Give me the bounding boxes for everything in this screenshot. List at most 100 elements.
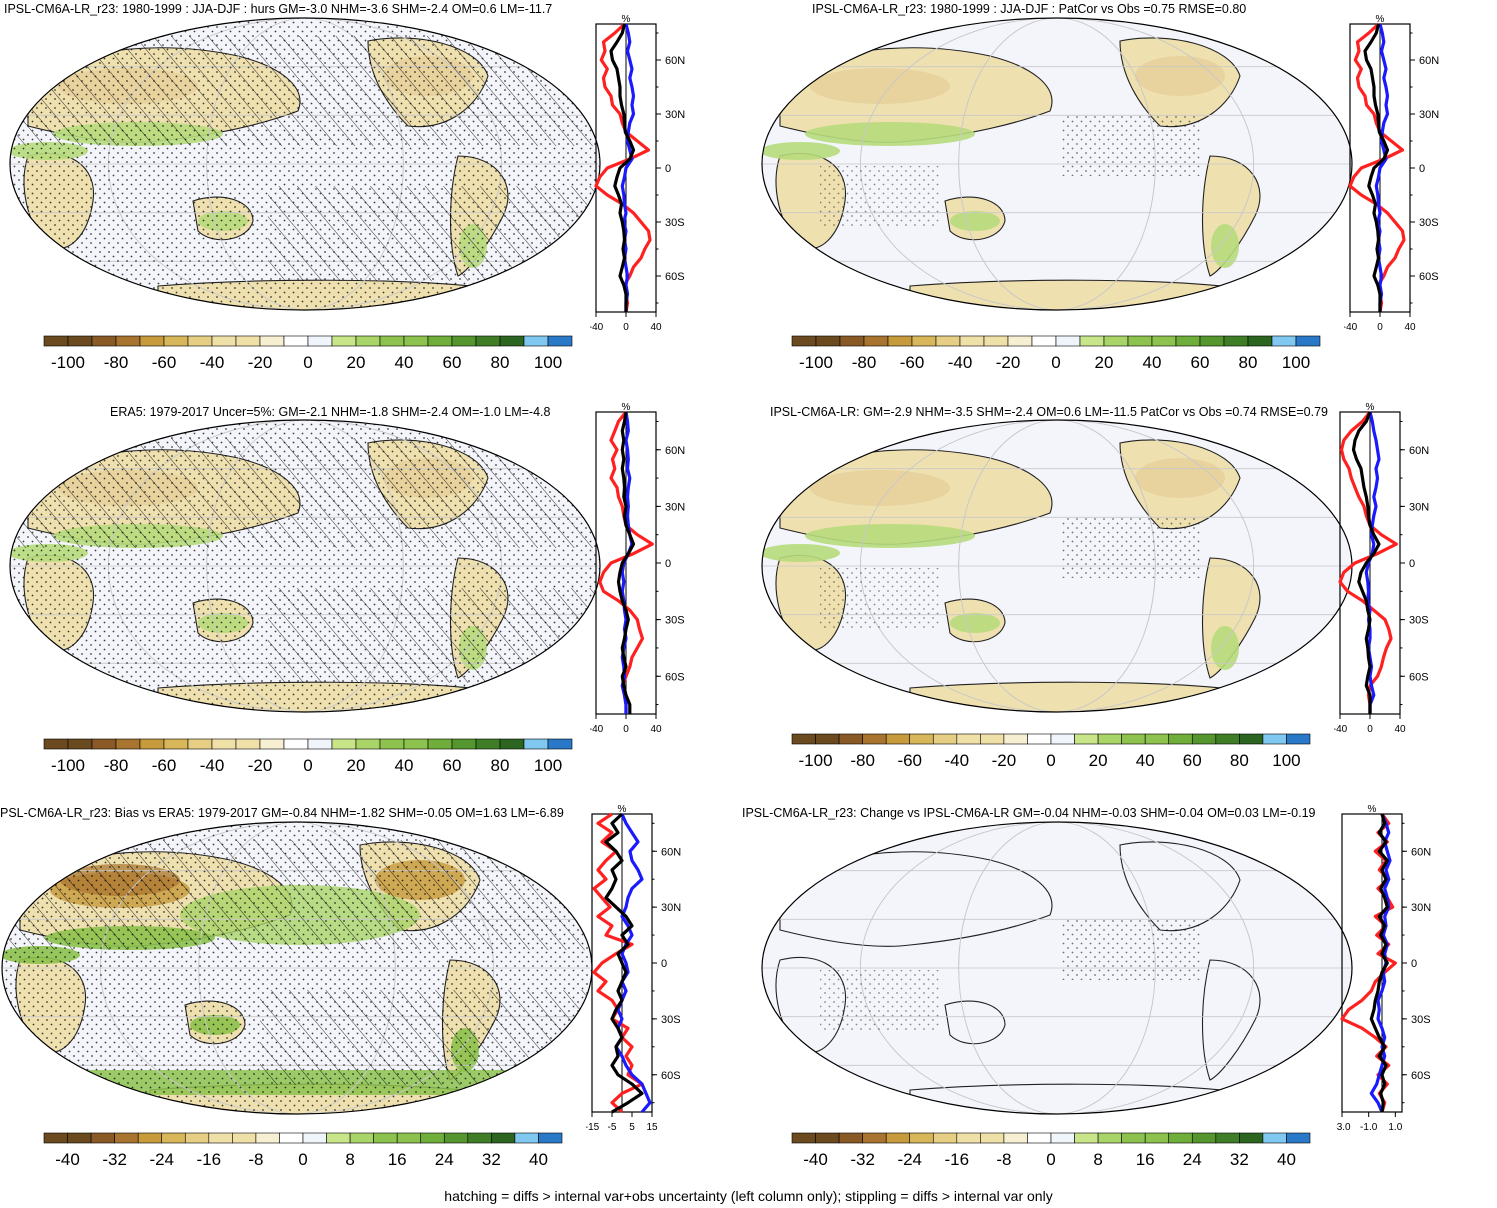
colorbar-swatch bbox=[1097, 1132, 1122, 1144]
colorbar-2: -100 -80 -60 -40 -20 0 20 40 60 80 100 bbox=[791, 335, 1321, 372]
colorbar-swatch bbox=[373, 1132, 398, 1144]
colorbar-swatch bbox=[523, 738, 549, 750]
colorbar-swatch bbox=[90, 1132, 115, 1144]
colorbar-swatch bbox=[1079, 335, 1105, 347]
lat-tick-label: 60N bbox=[1419, 55, 1439, 67]
profile-unit-label: % bbox=[622, 402, 631, 413]
colorbar-swatch bbox=[420, 1132, 445, 1144]
colorbar-swatch bbox=[959, 335, 985, 347]
colorbar-swatch bbox=[1097, 733, 1122, 745]
colorbar-swatch bbox=[547, 335, 573, 347]
x-tick-label: -40 bbox=[590, 724, 604, 735]
colorbar-swatch bbox=[885, 733, 911, 745]
colorbar-swatch bbox=[235, 738, 261, 750]
colorbar-swatch bbox=[208, 1132, 233, 1144]
colorbar-swatch bbox=[331, 738, 357, 750]
colorbar-swatch bbox=[211, 738, 237, 750]
profile-unit-label: % bbox=[622, 14, 631, 25]
colorbar-swatch bbox=[956, 1132, 981, 1144]
x-tick-label: 40 bbox=[650, 724, 662, 735]
colorbar-swatch bbox=[279, 1132, 304, 1144]
colorbar-label: 40 bbox=[395, 756, 414, 775]
panel-title-6: IPSL-CM6A-LR_r23: Change vs IPSL-CM6A-LR… bbox=[742, 806, 1316, 820]
colorbar-swatch bbox=[1050, 733, 1075, 745]
colorbar-label: -60 bbox=[900, 353, 925, 372]
colorbar-label: 80 bbox=[491, 353, 510, 372]
panel-title-4: IPSL-CM6A-LR: GM=-2.9 NHM=-3.5 SHM=-2.4 … bbox=[770, 405, 1328, 419]
lat-tick-label: 30N bbox=[661, 902, 681, 914]
x-tick-label: 40 bbox=[1394, 724, 1406, 735]
colorbar-swatch bbox=[467, 1132, 492, 1144]
colorbar-swatch bbox=[1168, 1132, 1193, 1144]
lat-tick-label: 0 bbox=[665, 558, 671, 570]
colorbar-swatch bbox=[302, 1132, 327, 1144]
colorbar-label: -40 bbox=[948, 353, 973, 372]
colorbar-label: -40 bbox=[803, 1150, 828, 1169]
profile-series-line-2 bbox=[616, 411, 636, 714]
lat-tick-label: 30N bbox=[1411, 902, 1431, 914]
lat-tick-label: 60N bbox=[665, 55, 685, 67]
colorbar-label: 40 bbox=[1143, 353, 1162, 372]
colorbar-swatch bbox=[983, 335, 1009, 347]
colorbar-swatch bbox=[1027, 733, 1052, 745]
x-tick-label: -1.0 bbox=[1360, 1122, 1378, 1133]
colorbar-label: 60 bbox=[443, 353, 462, 372]
colorbar-swatch bbox=[427, 335, 453, 347]
x-tick-label: -3.0 bbox=[1336, 1122, 1351, 1133]
colorbar-swatch bbox=[1168, 733, 1193, 745]
lat-tick-label: 30S bbox=[1419, 217, 1439, 229]
profile-unit-label: % bbox=[1376, 14, 1385, 25]
lat-tick-label: 60N bbox=[1411, 846, 1431, 858]
colorbar-swatch bbox=[547, 738, 573, 750]
profile-series-line-2 bbox=[1369, 813, 1389, 1113]
zonal-profile-2: % 60N 30N 0 30S 60S -40 0 40 bbox=[1344, 14, 1439, 333]
lat-tick-label: 60S bbox=[665, 271, 685, 283]
lat-tick-label: 60S bbox=[1419, 271, 1439, 283]
colorbar-swatch bbox=[355, 738, 381, 750]
colorbar-label: 8 bbox=[345, 1150, 354, 1169]
profile-series-line-0 bbox=[592, 812, 644, 1114]
colorbar-swatch bbox=[1027, 1132, 1052, 1144]
colorbar-label: 40 bbox=[1277, 1150, 1296, 1169]
zonal-profile-6: % 60N 30N 0 30S 60S -3.0 -1.0 1.0 bbox=[1336, 804, 1431, 1133]
colorbar-swatch bbox=[499, 335, 525, 347]
colorbar-swatch bbox=[1003, 1132, 1028, 1144]
profile-series-line-1 bbox=[620, 23, 636, 312]
colorbar-label: 80 bbox=[491, 756, 510, 775]
figure-footer-note: hatching = diffs > internal var+obs unce… bbox=[444, 1188, 1053, 1204]
x-tick-label: 15 bbox=[646, 1122, 658, 1133]
colorbar-swatch bbox=[475, 335, 501, 347]
lat-tick-label: 30N bbox=[665, 501, 685, 513]
x-tick-label: 0 bbox=[1377, 322, 1383, 333]
colorbar-swatch bbox=[443, 1132, 469, 1144]
world-map-5 bbox=[0, 820, 594, 1116]
colorbar-swatch bbox=[491, 1132, 516, 1144]
colorbar-label: 80 bbox=[1230, 751, 1249, 770]
colorbar-swatch bbox=[862, 733, 887, 745]
colorbar-swatch bbox=[956, 733, 981, 745]
colorbar-swatch bbox=[235, 335, 261, 347]
colorbar-swatch bbox=[980, 1132, 1005, 1144]
colorbar-label: -60 bbox=[152, 756, 177, 775]
colorbar-swatch bbox=[791, 733, 816, 745]
colorbar-swatch bbox=[211, 335, 237, 347]
lat-tick-label: 60N bbox=[661, 846, 681, 858]
colorbar-swatch bbox=[838, 733, 863, 745]
colorbar-label: -40 bbox=[945, 751, 970, 770]
colorbar-swatch bbox=[259, 335, 285, 347]
x-tick-label: 5 bbox=[629, 1122, 635, 1133]
colorbar-swatch bbox=[91, 738, 117, 750]
colorbar-swatch bbox=[911, 335, 937, 347]
world-map-1 bbox=[8, 16, 602, 312]
colorbar-label: -20 bbox=[996, 353, 1021, 372]
colorbar-label: -80 bbox=[104, 353, 129, 372]
colorbar-swatch bbox=[403, 335, 429, 347]
lat-tick-label: 60S bbox=[661, 1070, 681, 1082]
x-tick-label: -15 bbox=[586, 1122, 600, 1133]
lat-tick-label: 30N bbox=[1409, 501, 1429, 513]
colorbar-swatch bbox=[1295, 335, 1321, 347]
colorbar-swatch bbox=[379, 738, 405, 750]
colorbar-swatch bbox=[932, 1132, 958, 1144]
colorbar-swatch bbox=[115, 335, 141, 347]
colorbar-label: 20 bbox=[347, 353, 366, 372]
